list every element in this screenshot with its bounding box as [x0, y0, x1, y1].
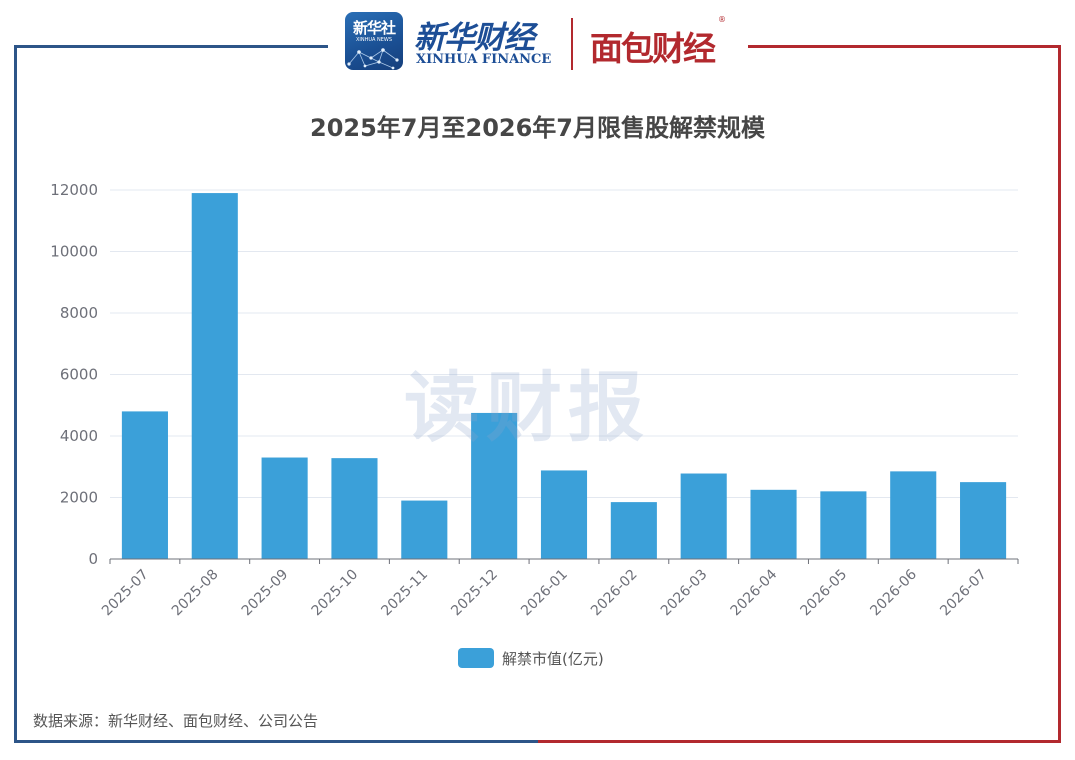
watermark: 读财报: [404, 363, 650, 452]
x-tick-label: 2025-08: [169, 567, 222, 620]
x-tick-label: 2026-02: [588, 567, 641, 620]
bar: [960, 482, 1007, 559]
x-tick-label: 2026-05: [798, 567, 851, 620]
y-tick-label: 12000: [50, 181, 98, 199]
network-icon: [347, 48, 399, 70]
bar: [191, 193, 238, 559]
xinhua-news-logo-subtext: XINHUA NEWS: [355, 37, 393, 43]
bar: [820, 491, 867, 559]
bar: [261, 457, 308, 559]
bar: [540, 470, 588, 559]
x-tick-label: 2025-11: [378, 567, 431, 620]
x-tick-label: 2025-07: [99, 567, 152, 620]
bar: [331, 458, 378, 559]
xinhua-finance-logo-english: XINHUA FINANCE: [416, 52, 552, 67]
y-tick-label: 6000: [60, 366, 98, 384]
x-tick-label: 2025-10: [309, 567, 362, 620]
frame-left-border: [14, 45, 538, 743]
x-tick-label: 2026-01: [518, 567, 571, 620]
x-tick-label: 2026-03: [658, 567, 711, 620]
bar: [121, 411, 168, 559]
bar: [680, 473, 727, 559]
data-source-note: 数据来源：新华财经、面包财经、公司公告: [33, 712, 319, 730]
legend-swatch: [458, 648, 494, 668]
mianbao-finance-logo: 面包财经: [590, 29, 716, 68]
legend-label: 解禁市值(亿元): [502, 649, 604, 668]
registered-mark: ®: [718, 15, 726, 24]
frame-right-border: [538, 45, 1061, 743]
xinhua-finance-logo-chinese: 新华财经: [414, 20, 535, 56]
chart-title: 2025年7月至2026年7月限售股解禁规模: [310, 114, 765, 142]
bar: [610, 502, 657, 559]
bar: [750, 489, 797, 559]
bar: [401, 500, 448, 559]
logo-divider: [571, 18, 573, 70]
y-tick-label: 8000: [60, 304, 98, 322]
bar: [471, 412, 518, 559]
xinhua-news-logo-text: 新华社: [352, 19, 396, 37]
y-tick-label: 2000: [60, 489, 98, 507]
chart-legend[interactable]: 解禁市值(亿元): [458, 647, 604, 669]
x-tick-label: 2025-09: [239, 567, 292, 620]
bar: [890, 471, 937, 559]
x-tick-label: 2026-06: [867, 566, 920, 619]
x-tick-label: 2026-04: [728, 566, 781, 619]
x-tick-label: 2026-07: [937, 567, 990, 620]
y-tick-label: 0: [88, 550, 98, 568]
y-tick-label: 10000: [50, 243, 98, 261]
y-tick-label: 4000: [60, 427, 98, 445]
x-tick-label: 2025-12: [448, 567, 501, 620]
xinhua-news-logo: 新华社 XINHUA NEWS: [345, 12, 403, 70]
